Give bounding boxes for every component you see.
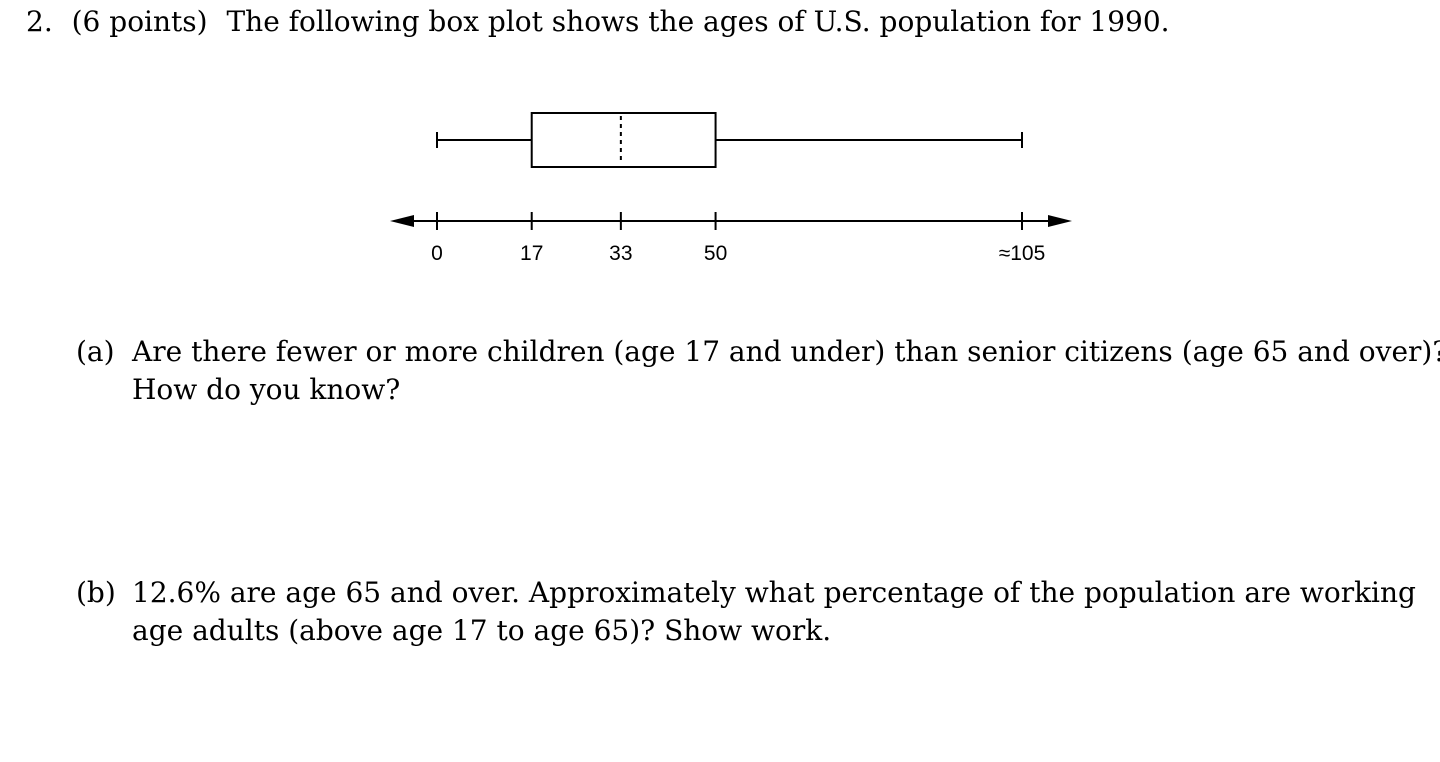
- part-b-label: (b): [76, 576, 116, 609]
- axis-arrow-left: [390, 215, 414, 227]
- part-a-line-1: Are there fewer or more children (age 17…: [132, 335, 1440, 368]
- problem-prompt: The following box plot shows the ages of…: [226, 5, 1170, 38]
- axis-tick-label-4: ≈105: [999, 242, 1046, 265]
- axis-arrow-right: [1048, 215, 1072, 227]
- iqr-box: [530, 112, 717, 168]
- part-a-label: (a): [76, 335, 115, 368]
- part-a-line-2: How do you know?: [132, 373, 401, 406]
- boxplot-chart: 0 17 33 50 ≈105: [390, 112, 1072, 265]
- part-a: (a) Are there fewer or more children (ag…: [76, 333, 1440, 409]
- axis-tick-label-3: 50: [704, 242, 727, 265]
- problem-number: 2.: [26, 5, 53, 38]
- problem-heading: 2. (6 points) The following box plot sho…: [26, 4, 1170, 40]
- part-b-line-1: 12.6% are age 65 and over. Approximately…: [132, 576, 1416, 609]
- axis-tick-label-2: 33: [609, 242, 632, 265]
- part-b: (b) 12.6% are age 65 and over. Approxima…: [76, 574, 1416, 650]
- axis-tick-label-0: 0: [431, 242, 443, 265]
- axis-tick-label-1: 17: [520, 242, 543, 265]
- axis-ticks: 0 17 33 50 ≈105: [431, 212, 1045, 265]
- problem-points: (6 points): [71, 5, 208, 38]
- boxplot-figure: 0 17 33 50 ≈105: [0, 0, 1440, 300]
- part-b-line-2: age adults (above age 17 to age 65)? Sho…: [132, 614, 832, 647]
